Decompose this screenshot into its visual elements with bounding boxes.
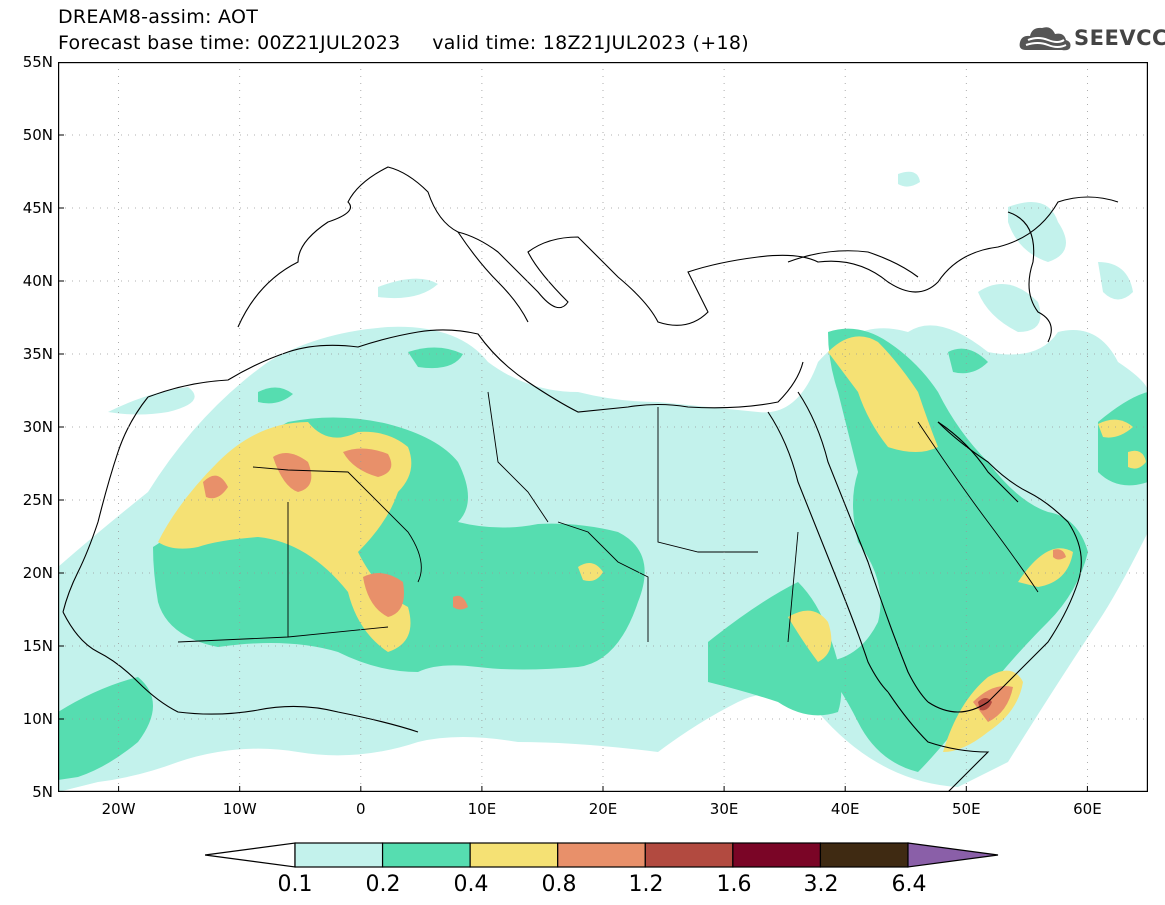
colorbar-label: 1.2 (628, 872, 664, 897)
colorbar-label: 0.2 (365, 872, 401, 897)
colorbar-label: 6.4 (891, 872, 927, 897)
lon-label-10w: 10W (222, 800, 257, 818)
colorbar-swatch (294, 842, 384, 868)
lon-label-20e: 20E (588, 800, 618, 818)
lat-label-15n: 15N (22, 637, 53, 655)
lat-label-20n: 20N (22, 564, 53, 582)
colorbar-label: 0.8 (541, 872, 577, 897)
seevccc-logo: SEEVCCC (1018, 22, 1165, 56)
colorbar-swatch (381, 842, 471, 868)
lon-label-60e: 60E (1073, 800, 1102, 818)
lat-label-55n: 55N (22, 53, 53, 71)
lon-label-10e: 10E (467, 800, 497, 818)
lon-label-30e: 30E (709, 800, 739, 818)
aot-map (58, 62, 1148, 792)
lon-label-20w: 20W (101, 800, 136, 818)
colorbar-label: 3.2 (803, 872, 839, 897)
lon-label-0: 0 (356, 800, 366, 818)
lat-label-50n: 50N (22, 126, 53, 144)
logo-text: SEEVCCC (1074, 26, 1165, 50)
lat-label-5n: 5N (32, 783, 53, 801)
lon-label-50e: 50E (952, 800, 981, 818)
lat-label-25n: 25N (22, 491, 53, 509)
lat-label-30n: 30N (22, 418, 53, 436)
colorbar-under-arrow (205, 842, 296, 868)
lat-label-35n: 35N (22, 345, 53, 363)
graticule (58, 62, 1148, 792)
colorbar-swatch (557, 842, 646, 868)
map-border (58, 62, 1148, 792)
colorbar-label: 0.1 (277, 872, 313, 897)
colorbar-swatch (644, 842, 734, 868)
map-title: DREAM8-assim: AOT (58, 6, 259, 28)
colorbar-swatch (469, 842, 559, 868)
colorbar-swatch (819, 842, 909, 868)
colorbar (205, 842, 999, 868)
lat-label-10n: 10N (22, 710, 53, 728)
forecast-time-line: Forecast base time: 00Z21JUL2023 valid t… (58, 32, 749, 54)
colorbar-boxes (294, 842, 909, 868)
lat-label-45n: 45N (22, 199, 53, 217)
colorbar-over-arrow (907, 842, 999, 868)
colorbar-label: 0.4 (453, 872, 489, 897)
lat-label-40n: 40N (22, 272, 53, 290)
lon-label-40e: 40E (830, 800, 860, 818)
cloud-icon (1019, 27, 1071, 51)
colorbar-swatch (732, 842, 822, 868)
colorbar-label: 1.6 (716, 872, 752, 897)
